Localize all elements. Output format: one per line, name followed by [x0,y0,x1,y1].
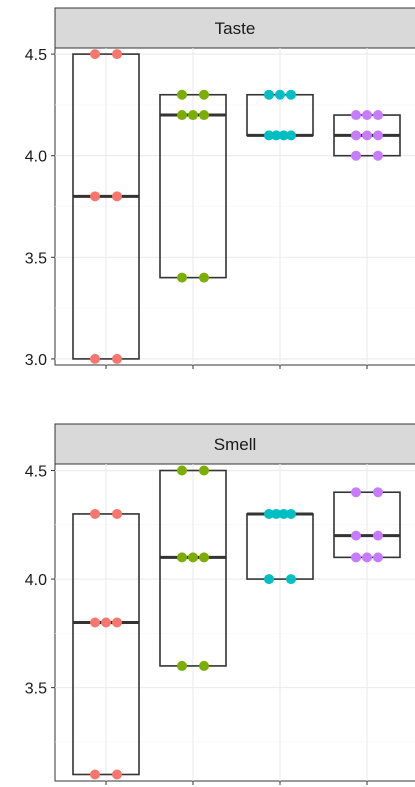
box-3 [246,513,314,580]
data-point [112,769,122,780]
data-point [90,353,100,364]
data-point [177,552,187,563]
data-point [351,150,361,161]
data-point [271,130,282,141]
box-2 [159,469,227,667]
y-tick-label: 4.5 [25,47,47,64]
box-2 [159,93,227,279]
data-point [286,574,296,585]
data-point [177,110,187,121]
data-point [188,110,198,121]
facet-strip [54,7,415,49]
data-point [199,660,209,671]
data-point [362,110,372,121]
data-point [264,130,274,141]
y-tick-label: 3.0 [25,352,47,369]
data-point [351,552,361,563]
data-point [112,617,122,628]
data-point [199,272,209,283]
data-point [177,465,187,476]
data-point [264,574,274,585]
data-point [112,191,122,202]
data-point [286,89,296,100]
data-point [177,89,187,100]
data-point [373,150,383,161]
data-point [373,487,383,498]
data-point [112,508,122,519]
data-point [199,89,209,100]
panel-taste: Taste 3.0 3.5 4.0 4.5 [25,7,415,369]
data-point [101,617,111,628]
data-point [90,617,100,628]
data-point [275,89,285,100]
data-point [278,508,289,519]
data-point [271,508,282,519]
data-point [112,353,122,364]
data-point [264,508,274,519]
facet-strip [54,423,415,465]
data-point [351,487,361,498]
y-tick-label: 3.5 [25,250,47,267]
data-point [278,130,289,141]
data-point [90,191,100,202]
data-point [264,89,274,100]
y-tick-label: 4.0 [25,149,47,166]
data-point [112,49,122,60]
data-point [199,465,209,476]
y-tick-label: 4.0 [25,572,47,589]
data-point [373,130,383,141]
data-point [286,508,296,519]
data-point [351,110,361,121]
facet-label: Smell [214,435,257,454]
data-point [177,272,187,283]
data-point [286,130,296,141]
data-point [373,552,383,563]
data-point [90,508,100,519]
data-point [177,660,187,671]
box-4 [333,491,401,559]
data-point [188,552,198,563]
data-point [373,110,383,121]
box-1 [72,513,140,776]
panel-smell: Smell 3.5 4.0 4.5 [25,423,415,785]
data-point [199,110,209,121]
data-point [351,130,361,141]
facet-label: Taste [215,19,256,38]
data-point [90,49,100,60]
data-point [90,769,100,780]
box-3 [246,93,314,137]
data-point [351,530,361,541]
data-point [199,552,209,563]
data-point [373,530,383,541]
y-tick-label: 4.5 [25,464,47,481]
y-tick-label: 3.5 [25,681,47,698]
box-1 [72,53,140,360]
data-point [362,552,372,563]
data-point [362,130,372,141]
